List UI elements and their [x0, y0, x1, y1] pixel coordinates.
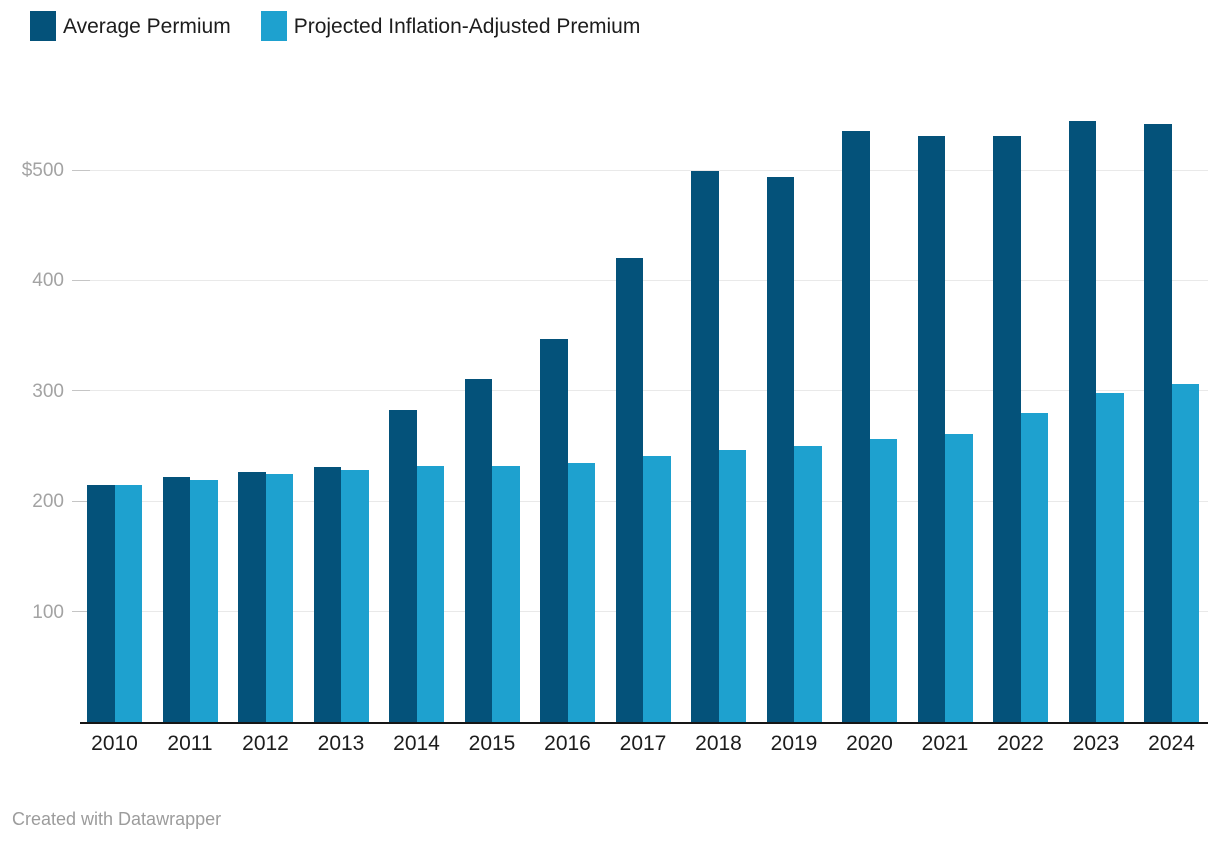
x-axis-label-2019: 2019: [770, 732, 818, 755]
x-axis-label-2016: 2016: [544, 732, 591, 755]
bar-projected-inflation-adjusted-premium-2019: [794, 446, 822, 722]
bar-average-permium-2018: [691, 171, 719, 722]
bar-average-permium-2011: [162, 476, 190, 722]
x-axis-label-2010: 2010: [91, 732, 138, 755]
bar-average-permium-2019: [766, 176, 794, 722]
y-tick-mark: [72, 611, 90, 613]
y-axis-label-200: 200: [32, 491, 64, 513]
x-axis-label-2011: 2011: [167, 732, 213, 755]
datawrapper-credit: Created with Datawrapper: [12, 809, 222, 829]
bar-projected-inflation-adjusted-premium-2013: [341, 470, 369, 722]
x-axis-baseline: [80, 722, 1208, 724]
x-axis-label-2024: 2024: [1148, 732, 1195, 755]
gridline-400: [78, 279, 1208, 281]
x-axis-label-2021: 2021: [921, 732, 969, 755]
bar-projected-inflation-adjusted-premium-2012: [265, 473, 293, 722]
bar-projected-inflation-adjusted-premium-2024: [1171, 384, 1199, 722]
x-axis-label-2022: 2022: [997, 732, 1044, 755]
y-tick-mark: [72, 500, 90, 502]
x-axis-label-2013: 2013: [317, 732, 365, 755]
y-axis-label-100: 100: [32, 601, 64, 623]
legend-label: Average Permium: [63, 14, 231, 38]
y-tick-mark: [72, 169, 90, 171]
bar-projected-inflation-adjusted-premium-2023: [1096, 393, 1124, 722]
y-tick-mark: [72, 390, 90, 392]
bar-average-permium-2024: [1144, 123, 1172, 722]
gridline-300: [78, 390, 1208, 392]
bar-average-permium-2014: [389, 409, 417, 722]
bar-projected-inflation-adjusted-premium-2010: [114, 484, 142, 722]
bar-projected-inflation-adjusted-premium-2022: [1020, 412, 1048, 722]
bar-average-permium-2015: [464, 378, 492, 722]
bar-average-permium-2013: [313, 466, 341, 722]
x-axis-label-2018: 2018: [695, 732, 742, 755]
legend-swatch-dark-icon: [30, 11, 56, 41]
legend-item-average-premium: Average Permium: [30, 11, 231, 41]
bar-projected-inflation-adjusted-premium-2021: [945, 433, 973, 722]
y-axis-label-400: 400: [32, 270, 64, 292]
legend-item-projected-premium: Projected Inflation-Adjusted Premium: [260, 11, 641, 41]
bar-projected-inflation-adjusted-premium-2018: [718, 450, 746, 722]
y-axis-label-300: 300: [32, 380, 64, 402]
gridline-500: [78, 169, 1208, 171]
x-axis-label-2012: 2012: [242, 732, 289, 755]
legend-swatch-light-icon: [260, 11, 287, 41]
bar-projected-inflation-adjusted-premium-2015: [492, 465, 520, 722]
bar-average-permium-2022: [993, 135, 1021, 722]
bar-projected-inflation-adjusted-premium-2011: [190, 480, 218, 722]
y-axis-label-500: $500: [21, 160, 64, 181]
bar-projected-inflation-adjusted-premium-2020: [869, 439, 897, 722]
x-axis-label-2017: 2017: [619, 732, 667, 755]
bar-projected-inflation-adjusted-premium-2017: [643, 455, 671, 722]
chart-legend: Average Permium Projected Inflation-Adju…: [30, 11, 670, 41]
bar-average-permium-2010: [87, 484, 115, 722]
x-axis-label-2015: 2015: [468, 732, 516, 755]
bar-projected-inflation-adjusted-premium-2014: [416, 465, 444, 722]
bar-average-permium-2016: [540, 338, 568, 722]
bar-average-permium-2017: [615, 258, 643, 722]
x-axis-label-2023: 2023: [1072, 732, 1120, 755]
bar-average-permium-2012: [238, 472, 266, 722]
y-tick-mark: [72, 279, 90, 281]
bar-average-permium-2020: [842, 131, 870, 722]
bar-average-permium-2023: [1068, 121, 1096, 722]
x-axis-label-2020: 2020: [846, 732, 893, 755]
legend-label: Projected Inflation-Adjusted Premium: [293, 14, 641, 38]
x-axis-label-2014: 2014: [393, 732, 440, 755]
bar-projected-inflation-adjusted-premium-2016: [567, 462, 595, 722]
bar-average-permium-2021: [917, 135, 945, 722]
